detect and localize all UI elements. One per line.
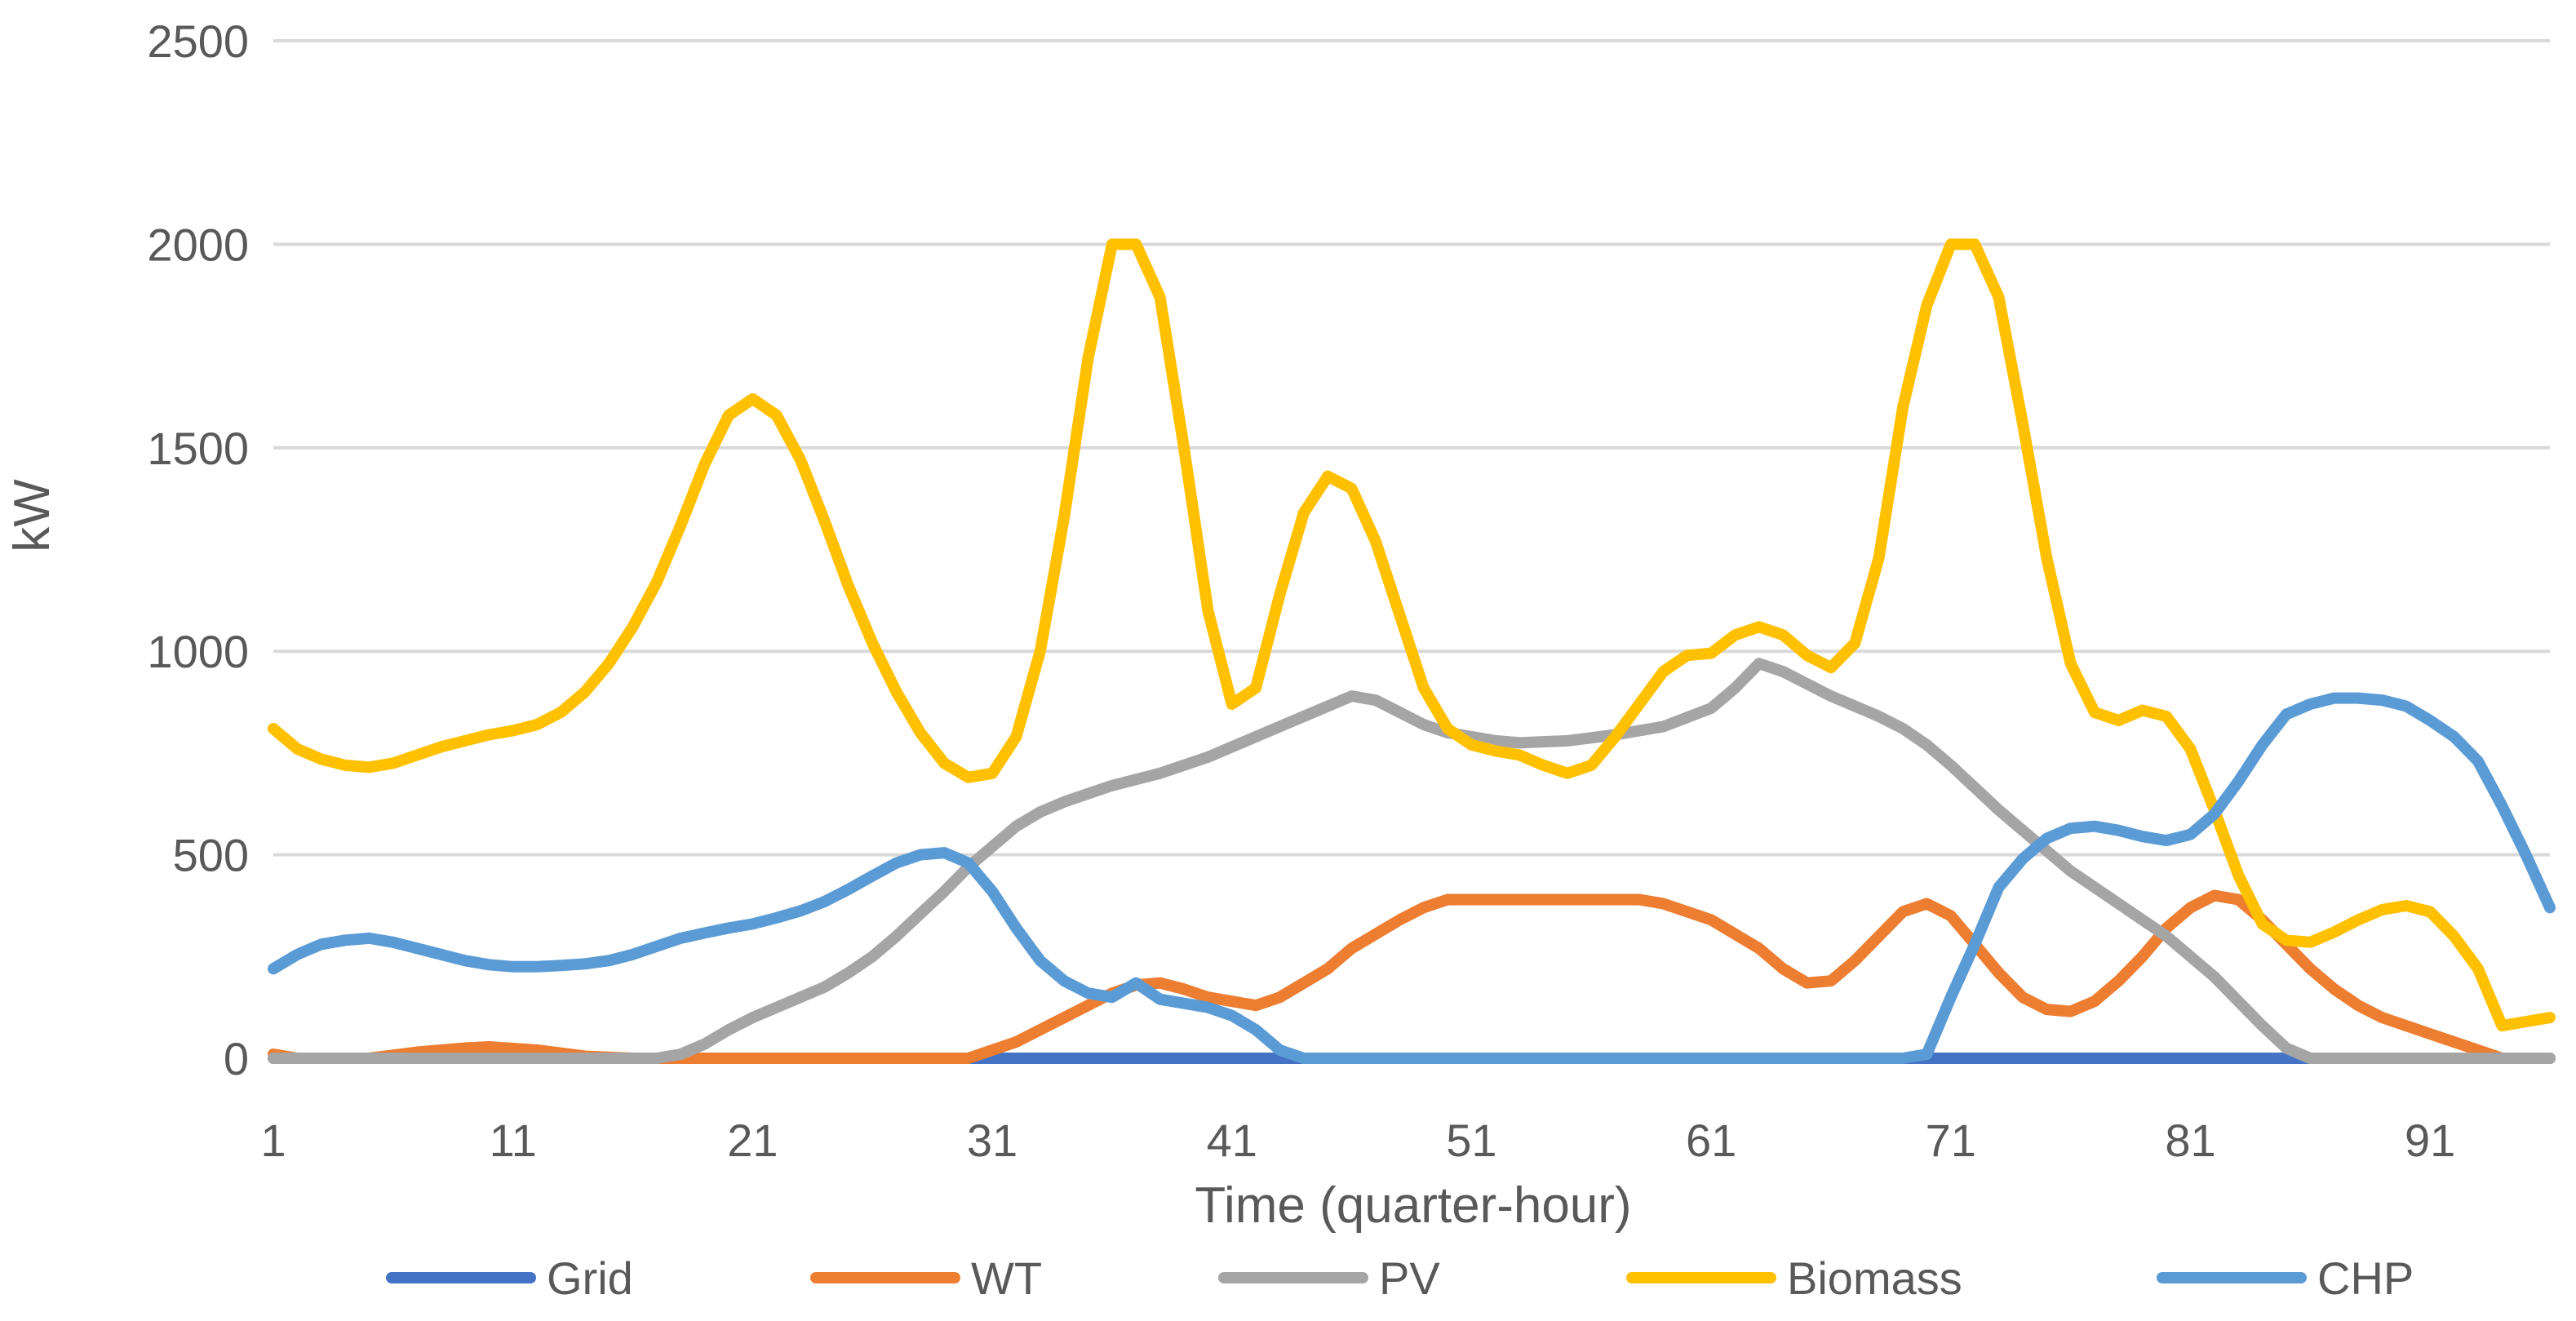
x-axis-title: Time (quarter-hour)	[1195, 1177, 1631, 1234]
x-tick-label: 71	[1926, 1115, 1976, 1166]
x-tick-label: 41	[1207, 1115, 1257, 1166]
legend-label-biomass: Biomass	[1787, 1252, 1962, 1304]
x-tick-label: 1	[260, 1115, 286, 1166]
x-tick-label: 21	[727, 1115, 778, 1166]
x-tick-label: 81	[2165, 1115, 2215, 1166]
x-tick-label: 31	[967, 1115, 1018, 1166]
x-tick-label: 51	[1446, 1115, 1496, 1166]
series-lines	[268, 238, 2556, 1064]
y-tick-label: 1500	[147, 423, 249, 474]
x-tick-label: 91	[2405, 1115, 2455, 1166]
legend: Grid WT PV Biomass CHP	[386, 1252, 2414, 1304]
y-tick-label: 500	[173, 830, 249, 881]
series-line-chp	[268, 692, 2556, 1064]
y-axis-ticks: 0 500 1000 1500 2000 2500	[147, 16, 249, 1084]
y-tick-label: 2500	[147, 16, 249, 67]
x-axis-ticks: 1 11 21 31 41 51 61 71 81 91	[260, 1115, 2455, 1166]
series-line-biomass	[268, 238, 2556, 1032]
legend-label-pv: PV	[1379, 1252, 1440, 1304]
legend-label-chp: CHP	[2317, 1252, 2414, 1304]
y-tick-label: 1000	[147, 626, 249, 677]
x-tick-label: 61	[1686, 1115, 1736, 1166]
series-line-pv	[268, 658, 2556, 1064]
legend-label-wt: WT	[971, 1252, 1042, 1304]
y-tick-label: 0	[224, 1033, 249, 1084]
gridlines	[273, 39, 2550, 1060]
legend-label-grid: Grid	[547, 1252, 633, 1304]
x-tick-label: 11	[490, 1115, 537, 1166]
y-tick-label: 2000	[147, 219, 249, 270]
y-axis-title: kW	[4, 479, 60, 552]
